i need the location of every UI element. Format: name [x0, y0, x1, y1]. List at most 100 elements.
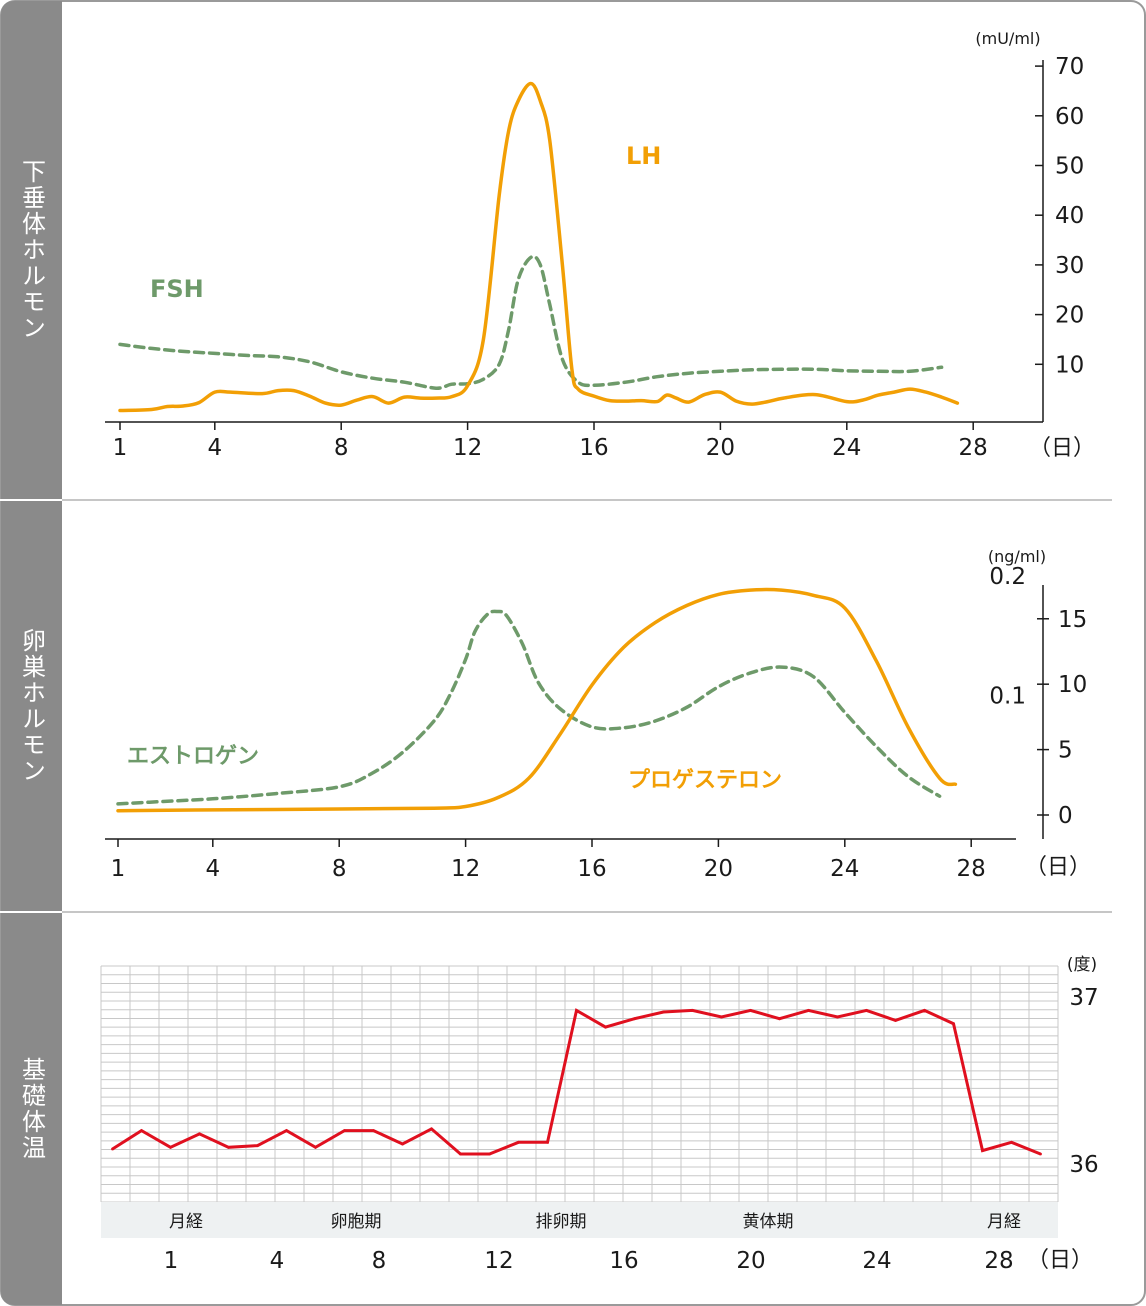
bbt-point — [604, 1025, 607, 1029]
bbt-x-tick-label: 4 — [270, 1248, 285, 1274]
progesterone-point — [433, 807, 435, 809]
lh-point — [482, 338, 484, 340]
fsh-point — [451, 383, 453, 385]
bbt-point — [691, 1008, 694, 1012]
lh-point — [356, 399, 358, 401]
fsh-label: FSH — [150, 275, 204, 303]
ovarian-y-tick-label-right: 10 — [1058, 672, 1087, 698]
ovarian-y-tick-label-right: 5 — [1058, 738, 1073, 764]
fsh-point — [814, 368, 816, 370]
bbt-x-tick-label: 28 — [984, 1248, 1013, 1274]
lh-point — [150, 408, 152, 410]
progesterone-point — [907, 726, 909, 728]
lh-point — [507, 130, 509, 132]
lh-point — [435, 397, 437, 399]
lh-point — [451, 395, 453, 397]
lh-point — [624, 400, 626, 402]
lh-point — [214, 391, 216, 393]
bbt-x-tick-label: 24 — [862, 1248, 891, 1274]
phase-band — [101, 1202, 1058, 1238]
ovarian-x-tick-label: 28 — [957, 856, 986, 882]
lh-label: LH — [626, 142, 661, 170]
progesterone-point — [938, 777, 940, 779]
progesterone-point — [812, 594, 814, 596]
bbt-point — [546, 1140, 549, 1144]
bbt-point — [285, 1129, 288, 1132]
fsh-point — [435, 387, 437, 389]
bbt-point — [140, 1129, 143, 1132]
bbt-point — [517, 1140, 520, 1144]
ovarian-x-tick-label: 12 — [451, 856, 480, 882]
lh-point — [814, 393, 816, 395]
phase-label: 月経 — [987, 1212, 1021, 1232]
ovarian-x-tick-label: 20 — [704, 856, 733, 882]
fsh-point — [846, 370, 848, 372]
pituitary-y-tick-label: 70 — [1055, 54, 1084, 80]
pituitary-chart: (mU/ml) 70 60 50 40 30 20 10 1 4 8 12 16 20 24 28 （日）… — [105, 29, 1095, 461]
bbt-y-tick-label: 36 — [1069, 1152, 1098, 1178]
ovarian-y-tick-label-left: 0.2 — [989, 564, 1026, 590]
ovarian-y-tick-label-left: 0.1 — [989, 684, 1026, 710]
lh-point — [893, 391, 895, 393]
lh-point — [688, 401, 690, 403]
fsh-line — [118, 254, 944, 390]
bbt-point — [314, 1145, 317, 1149]
bbt-x-tick-label: 16 — [609, 1248, 638, 1274]
bbt-point — [778, 1017, 781, 1021]
progesterone-point — [117, 810, 119, 812]
estrogen-label: エストロゲン — [127, 744, 259, 769]
fsh-point — [751, 369, 753, 371]
progesterone-point — [686, 604, 688, 606]
lh-point — [403, 396, 405, 398]
bbt-point — [662, 1010, 665, 1014]
fsh-point — [340, 371, 342, 373]
lh-point — [719, 391, 721, 393]
fsh-point — [150, 347, 152, 349]
lh-point — [909, 388, 911, 390]
fsh-point — [561, 358, 563, 360]
progesterone-point — [717, 593, 719, 595]
lh-point — [767, 400, 769, 402]
progesterone-point — [496, 797, 498, 799]
fsh-point — [549, 303, 551, 305]
lh-point — [182, 405, 184, 407]
pituitary-x-tick-label: 28 — [959, 435, 988, 461]
bbt-point — [575, 1008, 578, 1012]
estrogen-point — [505, 615, 507, 617]
bbt-point — [169, 1145, 172, 1149]
panel-label-bbt: 基礎体温 — [17, 1057, 46, 1161]
estrogen-point — [591, 726, 593, 728]
pituitary-unit-label: (mU/ml) — [975, 29, 1040, 48]
pituitary-y-tick-label: 10 — [1055, 352, 1084, 378]
estrogen-point — [496, 610, 498, 612]
progesterone-point — [464, 805, 466, 807]
estrogen-line — [116, 609, 942, 806]
progesterone-point — [780, 589, 782, 591]
ovarian-x-tick-label: 16 — [577, 856, 606, 882]
ovarian-x-tick-label: 24 — [830, 856, 859, 882]
pituitary-x-tick-label: 8 — [334, 435, 349, 461]
phase-label: 黄体期 — [743, 1212, 794, 1232]
phase-label: 卵胞期 — [331, 1212, 382, 1232]
estrogen-point — [559, 708, 561, 710]
lh-point — [940, 396, 942, 398]
pituitary-y-tick-label: 30 — [1055, 253, 1084, 279]
progesterone-line — [116, 587, 958, 813]
bbt-point — [343, 1129, 346, 1132]
fsh-point — [656, 376, 658, 378]
estrogen-point — [780, 666, 782, 668]
estrogen-point — [370, 773, 372, 775]
fsh-point — [593, 384, 595, 386]
pituitary-y-tick-label: 50 — [1055, 154, 1084, 180]
lh-point — [640, 399, 642, 401]
progesterone-point — [212, 809, 214, 811]
bbt-unit-label: (度) — [1067, 955, 1097, 975]
ovarian-day-unit: （日） — [1025, 855, 1091, 880]
fsh-point — [277, 356, 279, 358]
pituitary-y-tick-label: 40 — [1055, 203, 1084, 229]
ovarian-chart: (ng/ml) 15 10 5 0 0.2 0.1 1 4 8 12 16 20 24 28 （日） エ… — [105, 547, 1091, 882]
estrogen-point — [844, 711, 846, 713]
bbt-point — [256, 1144, 259, 1148]
